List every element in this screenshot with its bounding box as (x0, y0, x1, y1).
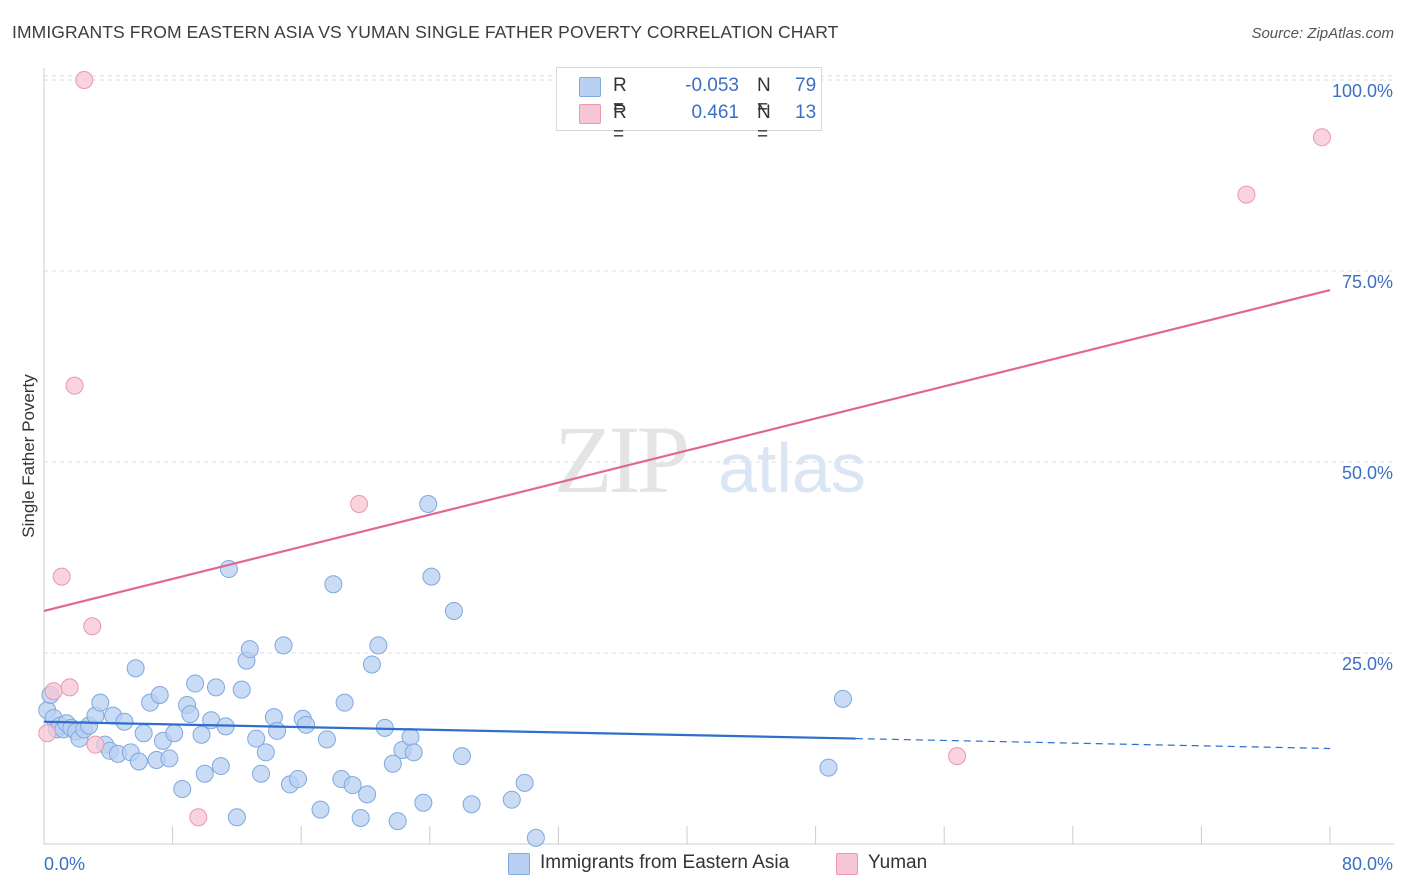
immigrants-point (422, 567, 441, 586)
immigrants-point (181, 705, 200, 724)
yuman-point (1237, 185, 1256, 204)
immigrants-point (833, 689, 852, 708)
immigrants-point (150, 686, 169, 705)
immigrants-point (502, 790, 521, 809)
legend: R = -0.053 N = 79 R = 0.461 N = 13 (556, 67, 822, 145)
immigrants-point (211, 757, 230, 776)
legend-n-label: N = (757, 102, 771, 145)
bottom-legend-swatch-blue (508, 853, 530, 875)
legend-n-label: N = (757, 75, 771, 118)
immigrants-point (358, 785, 377, 804)
immigrants-point (515, 773, 534, 792)
legend-r-label: R = (613, 75, 627, 118)
immigrants-point (401, 728, 420, 747)
chart-title: IMMIGRANTS FROM EASTERN ASIA VS YUMAN SI… (12, 22, 839, 42)
source-label: Source: ZipAtlas.com (1251, 25, 1394, 42)
immigrants-point (274, 636, 293, 655)
y-tick-label: 100.0% (1332, 81, 1393, 101)
trend-layer (43, 289, 1331, 750)
y-tick-label: 25.0% (1342, 654, 1393, 674)
immigrants-point (444, 601, 463, 620)
tick-label-layer: 25.0% 50.0% 75.0% 100.0% 0.0% 80.0% (44, 81, 1393, 874)
immigrants-point (297, 715, 316, 734)
yuman-point (65, 376, 84, 395)
immigrants-point (462, 795, 481, 814)
yuman-point (189, 808, 208, 827)
legend-r-value: 0.461 (691, 102, 739, 123)
immigrants-point (343, 776, 362, 795)
immigrants-point (126, 659, 145, 678)
immigrants-point (819, 758, 838, 777)
immigrants-point (452, 747, 471, 766)
immigrants-point (173, 779, 192, 798)
bottom-legend-label: Yuman (868, 852, 928, 873)
immigrants-point (192, 725, 211, 744)
immigrants-point (419, 495, 438, 514)
legend-n-value: 13 (795, 102, 817, 123)
x-tick-layer (172, 826, 1331, 844)
grid-layer (44, 75, 1394, 654)
immigrants-point (207, 678, 226, 697)
immigrants-point (383, 754, 402, 773)
immigrants-point (134, 724, 153, 743)
immigrants-point (240, 640, 259, 659)
immigrants-point (288, 770, 307, 789)
immigrants-trend-line (43, 720, 856, 740)
watermark-atlas: atlas (718, 429, 866, 507)
immigrants-point (351, 809, 370, 828)
yuman-point (350, 495, 369, 514)
yuman-point (44, 682, 63, 701)
legend-swatch-blue (579, 77, 601, 97)
immigrants-point (247, 729, 266, 748)
x-tick-label: 0.0% (44, 854, 85, 874)
immigrants-point (317, 730, 336, 749)
immigrants-point (227, 808, 246, 827)
yuman-point (75, 71, 94, 89)
yuman-point (52, 567, 71, 586)
immigrants-point (91, 693, 110, 712)
immigrants-point (404, 743, 423, 762)
immigrants-point (369, 636, 388, 655)
immigrants-point (388, 812, 407, 831)
legend-swatch-pink (579, 104, 601, 124)
legend-r-value: -0.053 (685, 75, 739, 96)
immigrants-point (414, 793, 433, 812)
yuman-point (1312, 128, 1331, 147)
immigrants-point (115, 712, 134, 731)
yuman-point (948, 747, 967, 766)
points-layer (38, 71, 1331, 847)
legend-r-label: R = (613, 102, 627, 145)
bottom-legend-label: Immigrants from Eastern Asia (540, 852, 790, 873)
yuman-point (38, 724, 57, 743)
immigrants-point (324, 575, 343, 594)
immigrants-point (195, 764, 214, 783)
x-tick-label: 80.0% (1342, 854, 1393, 874)
yuman-point (60, 678, 79, 697)
y-axis-label: Single Father Poverty (19, 374, 38, 538)
immigrants-point (252, 764, 271, 783)
watermark-zip: ZIP (554, 406, 687, 513)
legend-n-value: 79 (795, 75, 817, 96)
immigrants-point (186, 674, 205, 693)
yuman-point (86, 735, 105, 754)
immigrants-point (362, 655, 381, 674)
immigrants-point (256, 743, 275, 762)
immigrants-point (311, 800, 330, 819)
immigrants-point (160, 749, 179, 768)
immigrants-point (526, 828, 545, 847)
y-tick-label: 75.0% (1342, 272, 1393, 292)
immigrants-trend-extension (855, 737, 1331, 750)
immigrants-point (129, 752, 148, 771)
immigrants-point (335, 693, 354, 712)
immigrants-point (232, 680, 251, 699)
y-tick-label: 50.0% (1342, 463, 1393, 483)
yuman-point (83, 617, 102, 636)
immigrants-point (165, 724, 184, 743)
yuman-trend-line (43, 289, 1331, 613)
bottom-legend-swatch-pink (836, 853, 858, 875)
immigrants-point (268, 721, 287, 740)
